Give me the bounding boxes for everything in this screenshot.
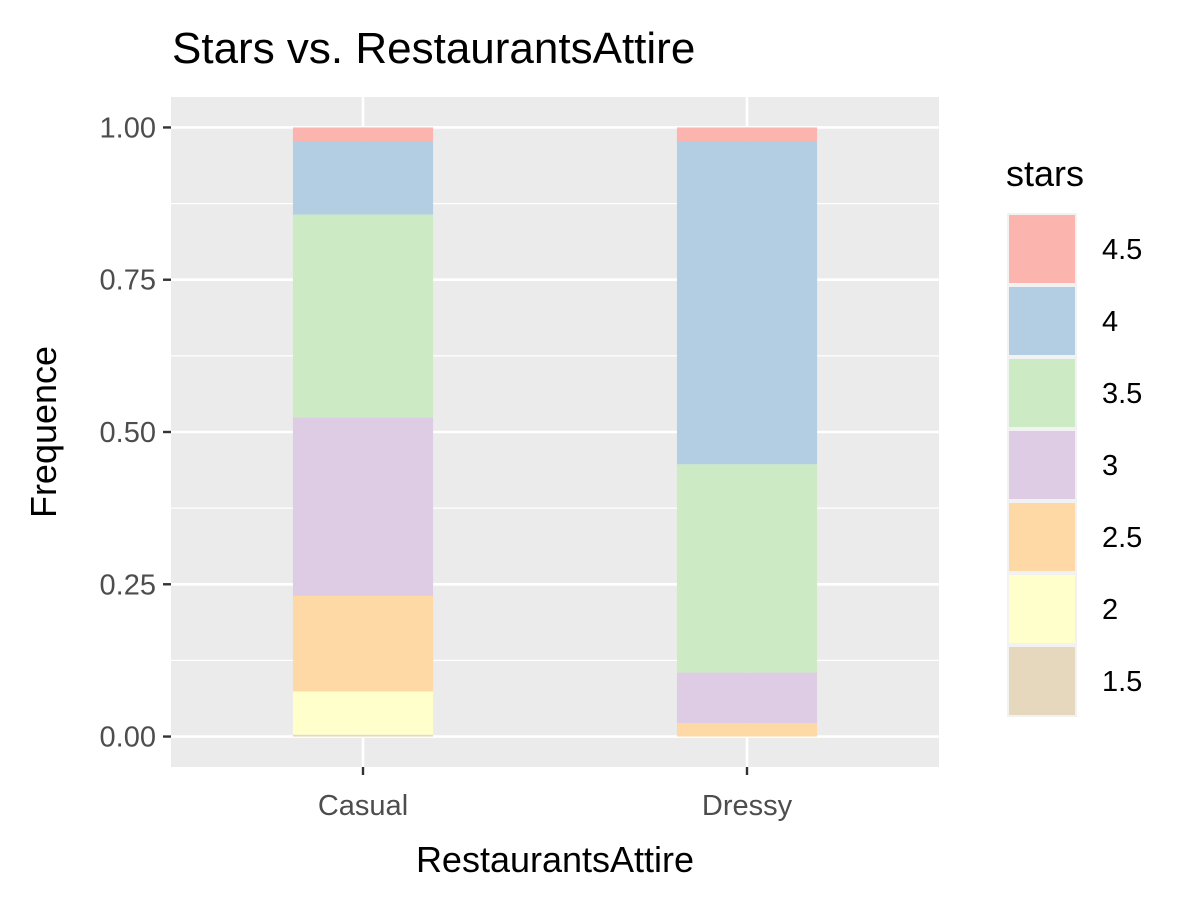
- legend-title: stars: [1006, 153, 1084, 194]
- legend-label: 3.5: [1102, 378, 1142, 410]
- legend-label: 4: [1102, 306, 1118, 338]
- y-tick-label: 0.00: [100, 722, 156, 754]
- bar-segment-casual-3: 3: [292, 417, 434, 596]
- bar-segment-casual-4-5: 4.5: [292, 127, 434, 142]
- bar-segment-casual-3-5: 3.5: [292, 214, 434, 418]
- bar-segment-casual-2-5: 2.5: [292, 595, 434, 692]
- legend-label: 3: [1102, 450, 1118, 482]
- bar-segment-dressy-3: 3: [676, 672, 818, 724]
- legend-label: 2: [1102, 594, 1118, 626]
- legend-key-3-5: [1009, 359, 1075, 427]
- bar-segment-casual-1-5: 1.5: [292, 734, 434, 737]
- x-tick-label: Dressy: [702, 790, 793, 822]
- legend-key-2-5: [1009, 503, 1075, 571]
- y-axis: 0.00 0.25 0.50 0.75 1.00: [100, 112, 171, 754]
- legend-label: 4.5: [1102, 234, 1142, 266]
- bar-segment-dressy-4-5: 4.5: [676, 127, 818, 142]
- bar-segment-dressy-3-5: 3.5: [676, 464, 818, 673]
- legend-label: 2.5: [1102, 522, 1142, 554]
- bar-segment-dressy-2-5: 2.5: [676, 723, 818, 737]
- legend-key-3: [1009, 431, 1075, 499]
- x-tick-label: Casual: [318, 790, 408, 822]
- bars: 1.522.533.544.52.533.544.5: [292, 127, 818, 737]
- y-tick-label: 0.50: [100, 417, 156, 449]
- legend-key-1-5: [1009, 647, 1075, 715]
- chart-title: Stars vs. RestaurantsAttire: [172, 24, 695, 73]
- legend: stars 4.5 4 3.5 3 2.5 2 1.5: [1006, 153, 1142, 717]
- legend-key-2: [1009, 575, 1075, 643]
- y-axis-title: Frequence: [23, 346, 64, 518]
- y-tick-label: 0.25: [100, 569, 156, 601]
- bar-segment-casual-2: 2: [292, 691, 434, 735]
- legend-label: 1.5: [1102, 666, 1142, 698]
- legend-key-4-5: [1009, 215, 1075, 283]
- x-axis: Casual Dressy: [318, 767, 793, 822]
- y-tick-label: 1.00: [100, 112, 156, 144]
- legend-key-4: [1009, 287, 1075, 355]
- bar-segment-dressy-4: 4: [676, 141, 818, 465]
- y-tick-label: 0.75: [100, 265, 156, 297]
- bar-segment-casual-4: 4: [292, 141, 434, 215]
- x-axis-title: RestaurantsAttire: [416, 839, 694, 880]
